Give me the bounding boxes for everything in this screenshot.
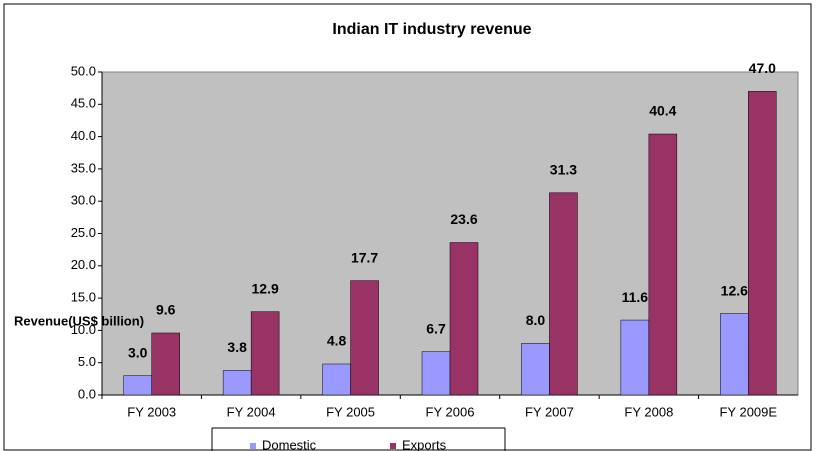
value-label: 17.7 [351, 249, 378, 265]
bar [222, 370, 252, 396]
bar [350, 280, 379, 396]
x-tick-label: FY 2009E [719, 404, 777, 419]
value-label: 6.7 [426, 320, 446, 336]
x-tick-label: FY 2004 [227, 404, 276, 419]
bar [620, 319, 650, 396]
bar [549, 192, 578, 396]
y-axis-label: Revenue(US$ billion) [14, 313, 144, 328]
x-tick-label: FY 2003 [127, 404, 176, 419]
bar [521, 343, 550, 396]
y-tick-label: 20.0 [71, 257, 96, 272]
legend-swatch [250, 443, 256, 449]
value-label: 11.6 [622, 289, 649, 305]
value-label: 3.8 [227, 339, 247, 355]
x-tick-label: FY 2008 [624, 404, 673, 419]
value-label: 12.6 [721, 282, 748, 298]
value-label: 9.6 [156, 302, 176, 318]
y-tick-label: 40.0 [71, 128, 96, 143]
bar [648, 133, 678, 396]
value-label: 12.9 [252, 280, 279, 296]
x-tick-label: FY 2006 [426, 404, 475, 419]
bar [720, 313, 749, 396]
y-tick-label: 5.0 [78, 354, 96, 369]
y-tick-label: 10.0 [71, 322, 96, 337]
legend-label: Exports [402, 437, 447, 451]
bar [123, 375, 152, 396]
bar [449, 242, 479, 396]
legend-label: Domestic [262, 437, 317, 451]
value-label: 23.6 [450, 211, 477, 227]
value-label: 8.0 [526, 312, 546, 328]
bar [748, 91, 777, 396]
y-tick-label: 35.0 [71, 160, 96, 175]
y-tick-label: 50.0 [71, 63, 96, 78]
legend-swatch [390, 443, 396, 449]
value-label: 31.3 [550, 162, 577, 178]
x-tick-label: FY 2005 [326, 404, 375, 419]
chart-title: Indian IT industry revenue [332, 21, 531, 38]
y-tick-label: 25.0 [71, 225, 96, 240]
y-tick-label: 0.0 [78, 386, 96, 401]
value-label: 40.4 [649, 103, 676, 119]
bar [421, 351, 451, 396]
value-label: 3.0 [128, 344, 148, 360]
bar [151, 332, 180, 396]
bar [250, 311, 280, 396]
value-label: 4.8 [327, 333, 347, 349]
y-tick-label: 45.0 [71, 96, 96, 111]
x-tick-label: FY 2007 [525, 404, 574, 419]
y-tick-label: 30.0 [71, 193, 96, 208]
bar [322, 363, 351, 396]
value-label: 47.0 [749, 60, 776, 76]
y-tick-label: 15.0 [71, 290, 96, 305]
